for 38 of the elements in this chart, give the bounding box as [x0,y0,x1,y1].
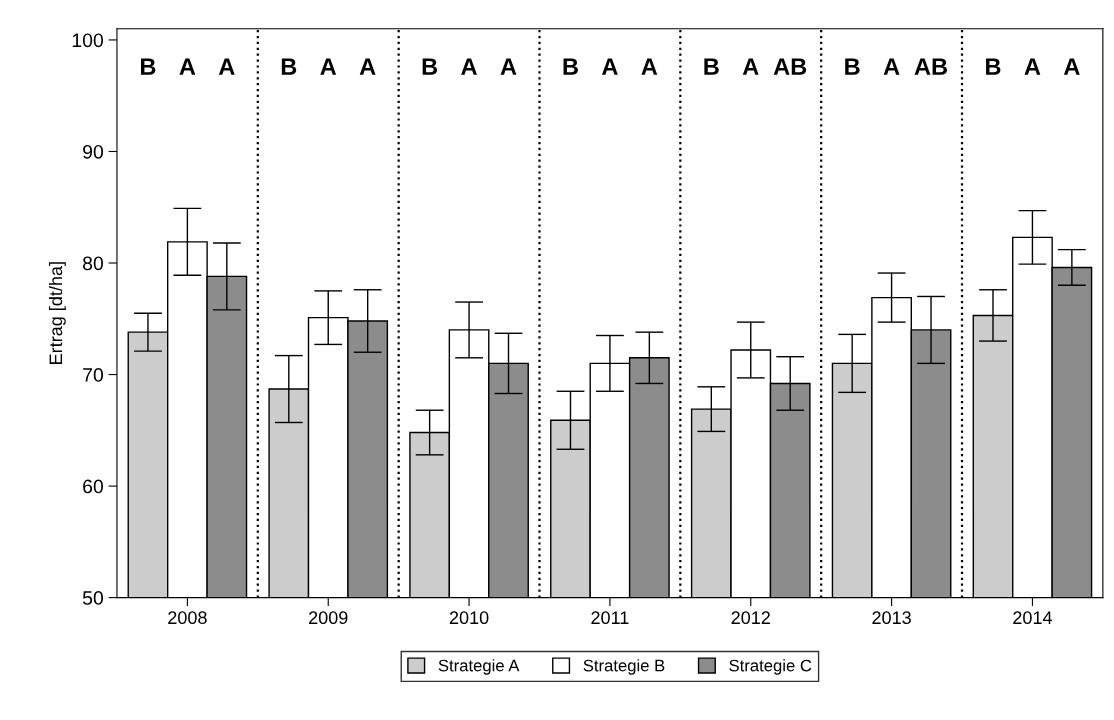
y-tick-label: 50 [82,591,104,605]
annotation: A [1063,58,1080,75]
annotation: A [320,58,337,75]
x-tick-label: 2013 [872,611,911,625]
annotation: A [1024,58,1041,75]
annotation: A [218,58,235,75]
annotation: B [563,58,578,75]
x-tick-label: 2008 [168,611,207,625]
y-tick-label: 80 [82,256,104,271]
annotation: B [845,58,860,75]
annotation: A [883,58,900,75]
x-tick-label: 2014 [1013,611,1052,625]
annotation: B [141,58,156,75]
annotation: A [601,58,618,75]
x-tick-label: 2012 [731,611,770,625]
annotation: B [422,58,438,75]
annotation: B [704,58,719,75]
annotation: AB [914,58,948,75]
legend-label: Strategie B [583,659,665,675]
y-tick-label: 90 [83,144,104,159]
x-tick-label: 2010 [449,611,489,625]
y-tick-label: 100 [72,33,104,48]
y-tick-label: 60 [83,479,104,494]
x-tick-label: 2009 [309,611,348,625]
y-tick-label: 70 [83,368,104,382]
annotation: AB [773,58,807,75]
x-tick-label: 2011 [591,611,629,625]
annotation: A [742,58,759,75]
annotation: A [359,58,376,75]
annotation: A [461,58,477,75]
annotation: B [281,58,297,75]
legend-label: Strategie A [438,659,520,675]
legend-label: Strategie C [729,659,812,675]
y-axis-title: Ertrag [dt/ha] [48,262,66,364]
annotation: A [179,58,196,75]
annotation: A [500,58,517,75]
annotation: B [986,58,1001,75]
annotation: A [641,58,658,75]
